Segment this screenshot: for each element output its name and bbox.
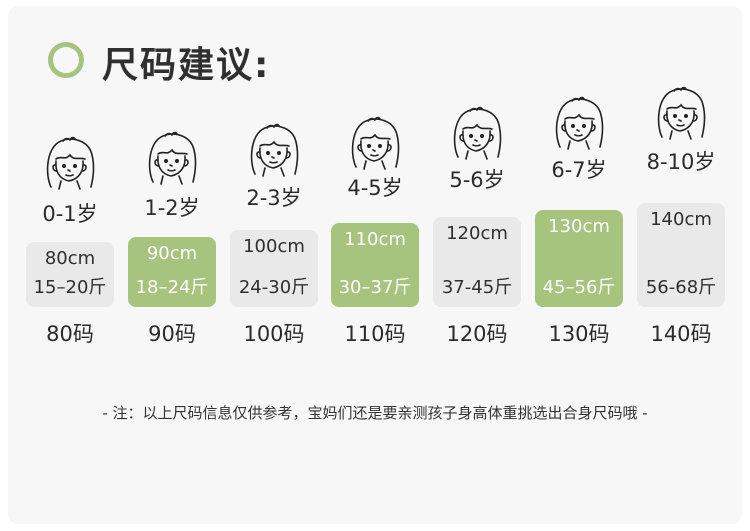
page-title: 尺码建议: — [102, 45, 271, 86]
size-label: 120码 — [446, 322, 508, 346]
girl-face-icon — [145, 130, 199, 188]
size-label: 90码 — [148, 322, 196, 346]
girl-face-icon — [450, 105, 504, 163]
size-info-box: 80cm 15–20斤 — [26, 242, 114, 307]
age-label: 0-1岁 — [42, 202, 98, 226]
weight-value: 56-68斤 — [645, 277, 717, 298]
size-label: 110码 — [344, 322, 406, 346]
height-value: 110cm — [344, 229, 406, 250]
weight-value: 24-30斤 — [238, 277, 310, 298]
size-label: 80码 — [46, 322, 94, 346]
girl-face-icon — [43, 135, 97, 193]
height-value: 80cm — [44, 248, 96, 269]
height-value: 120cm — [446, 223, 508, 244]
age-label: 1-2岁 — [144, 196, 200, 220]
girl-face-icon — [348, 115, 402, 173]
age-label: 5-6岁 — [449, 168, 505, 192]
height-value: 140cm — [650, 209, 712, 230]
age-label: 6-7岁 — [551, 158, 607, 182]
girl-face-icon — [247, 122, 301, 180]
height-value: 130cm — [548, 216, 610, 237]
size-info-box: 100cm 24-30斤 — [230, 230, 318, 307]
weight-value: 18–24斤 — [135, 277, 209, 298]
weight-value: 45–56斤 — [542, 277, 616, 298]
size-label: 140码 — [650, 322, 712, 346]
weight-value: 30–37斤 — [338, 277, 412, 298]
age-label: 2-3岁 — [246, 186, 302, 210]
size-info-box: 90cm 18–24斤 — [128, 237, 216, 307]
size-info-box: 110cm 30–37斤 — [331, 223, 419, 307]
size-label: 130码 — [548, 322, 610, 346]
size-info-box: 130cm 45–56斤 — [535, 210, 623, 307]
girl-face-icon — [654, 85, 708, 143]
age-label: 8-10岁 — [646, 150, 716, 174]
size-info-box: 140cm 56-68斤 — [637, 203, 725, 307]
size-info-box: 120cm 37-45斤 — [433, 217, 521, 307]
weight-value: 37-45斤 — [441, 277, 513, 298]
height-value: 100cm — [243, 236, 305, 257]
height-value: 90cm — [146, 243, 198, 264]
circle-icon — [48, 42, 84, 78]
size-note: - 注：以上尺码信息仅供参考，宝妈们还是要亲测孩子身高体重挑选出合身尺码哦 - — [102, 404, 648, 422]
size-label: 100码 — [243, 322, 305, 346]
age-label: 4-5岁 — [347, 176, 403, 200]
weight-value: 15–20斤 — [33, 277, 107, 298]
girl-face-icon — [552, 95, 606, 153]
